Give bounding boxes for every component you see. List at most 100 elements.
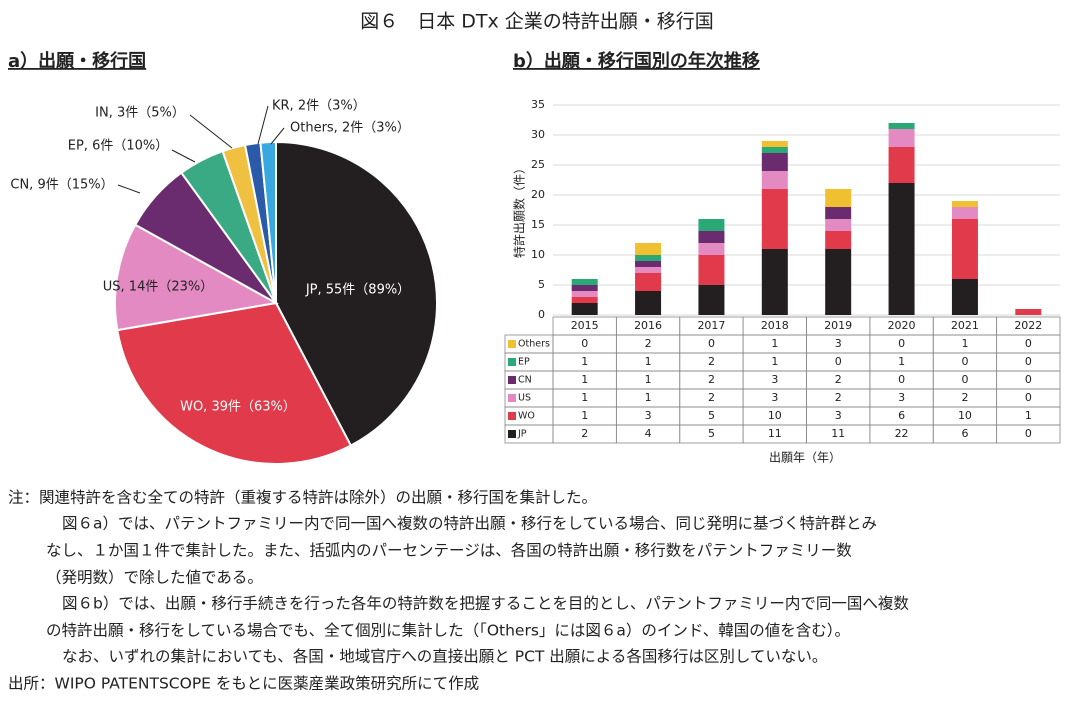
table-value: 0 [1025, 373, 1032, 386]
note: 図６a）では、パテントファミリー内で同一国へ複数の特許出願・移行をしている場合、… [62, 515, 877, 533]
table-value: 2 [645, 337, 652, 350]
note: なし、１か国１件で集計した。また、括弧内のパーセンテージは、各国の特許出願・移行… [46, 542, 852, 560]
table-value: 3 [835, 409, 842, 422]
bar-segment [635, 291, 662, 315]
bar-segment [888, 129, 915, 147]
note: （発明数）で除した値である。 [46, 569, 263, 587]
chart-title: b）出願・移行国別の年次推移 [513, 50, 760, 72]
note: 注：関連特許を含む全ての特許（重複する特許は除外）の出願・移行国を集計した。 [8, 489, 597, 507]
table-value: 22 [895, 427, 909, 440]
table-value: 3 [771, 391, 778, 404]
legend-swatch [508, 340, 516, 348]
table-value: 2 [835, 373, 842, 386]
table-value: 2 [708, 355, 715, 368]
y-tick-label: 15 [531, 218, 545, 231]
table-value: 4 [645, 427, 652, 440]
legend-swatch [508, 412, 516, 420]
table-value: 5 [708, 427, 715, 440]
table-value: 2 [835, 391, 842, 404]
bar-segment [888, 183, 915, 315]
table-value: 1 [581, 355, 588, 368]
bar-segment [761, 189, 788, 249]
x-tick-label: 2021 [951, 319, 979, 332]
note: 図６b）では、出願・移行手続きを行った各年の特許数を把握することを目的とし、パテ… [62, 595, 909, 613]
bar-segment [698, 255, 725, 285]
pie-slice [116, 301, 353, 465]
data-label: KR, 2件（3%） [272, 99, 366, 114]
table-value: 1 [961, 337, 968, 350]
bar-segment [761, 249, 788, 315]
table-value: 1 [581, 391, 588, 404]
table-value: 0 [708, 337, 715, 350]
pie-slice [114, 223, 279, 332]
table-value: 3 [835, 337, 842, 350]
bar-segment [888, 147, 915, 183]
table-value: 0 [961, 373, 968, 386]
legend-swatch [508, 430, 516, 438]
bar-segment [635, 267, 662, 273]
x-tick-label: 2016 [634, 319, 662, 332]
bar-segment [698, 243, 725, 255]
x-tick-label: 2015 [571, 319, 599, 332]
bar-segment [825, 189, 852, 207]
table-value: 1 [645, 373, 652, 386]
table-value: 11 [831, 427, 845, 440]
leader-line [257, 105, 269, 145]
leader-line [171, 149, 196, 163]
legend-label: CN [518, 375, 532, 386]
table-value: 1 [898, 355, 905, 368]
bar-segment [698, 231, 725, 243]
bar-segment [761, 141, 788, 147]
legend-label: US [518, 393, 531, 404]
legend-swatch [508, 394, 516, 402]
bar-segment [1015, 309, 1042, 315]
table-value: 0 [898, 337, 905, 350]
data-label: WO, 39件（63%） [180, 400, 296, 415]
legend-label: Others [518, 339, 550, 350]
bar-segment [635, 243, 662, 255]
bar-segment [825, 249, 852, 315]
table-value: 1 [645, 355, 652, 368]
bar-segment [571, 303, 598, 315]
pie-slice [275, 140, 438, 447]
bar-segment [635, 255, 662, 261]
table-value: 0 [1025, 427, 1032, 440]
bar-segment [951, 207, 978, 219]
table-value: 0 [1025, 337, 1032, 350]
x-tick-label: 2017 [697, 319, 725, 332]
y-tick-label: 10 [531, 248, 545, 261]
x-axis-label: 出願年（年） [769, 451, 841, 465]
bar-segment [825, 219, 852, 231]
table-value: 10 [768, 409, 782, 422]
y-tick-label: 30 [531, 128, 545, 141]
table-value: 1 [1025, 409, 1032, 422]
table-value: 5 [708, 409, 715, 422]
table-value: 0 [1025, 391, 1032, 404]
note: なお、いずれの集計においても、各国・地域官庁への直接出願と PCT 出願による各… [62, 648, 827, 666]
table-value: 10 [958, 409, 972, 422]
table-value: 2 [581, 427, 588, 440]
table-value: 1 [645, 391, 652, 404]
bar-segment [888, 123, 915, 129]
table-value: 0 [581, 337, 588, 350]
legend-label: WO [518, 411, 535, 422]
figure-title: 図６ 日本 DTx 企業の特許出願・移行国 [360, 11, 714, 33]
table-value: 1 [771, 355, 778, 368]
y-tick-label: 20 [531, 188, 545, 201]
bar-segment [698, 219, 725, 231]
data-label: JP, 55件（89%） [305, 283, 410, 298]
bar-segment [571, 279, 598, 285]
table-value: 3 [898, 391, 905, 404]
note: 出所：WIPO PATENTSCOPE をもとに医薬産業政策研究所にて作成 [8, 675, 479, 693]
bar-segment [571, 285, 598, 291]
table-value: 0 [835, 355, 842, 368]
chart-title: a）出願・移行国 [8, 50, 146, 72]
table-value: 6 [961, 427, 968, 440]
table-value: 6 [898, 409, 905, 422]
table-value: 0 [1025, 355, 1032, 368]
y-tick-label: 35 [531, 98, 545, 111]
note: の特許出願・移行をしている場合でも、全て個別に集計した（「Others」には図６… [46, 622, 850, 640]
y-tick-label: 25 [531, 158, 545, 171]
table-value: 1 [581, 409, 588, 422]
